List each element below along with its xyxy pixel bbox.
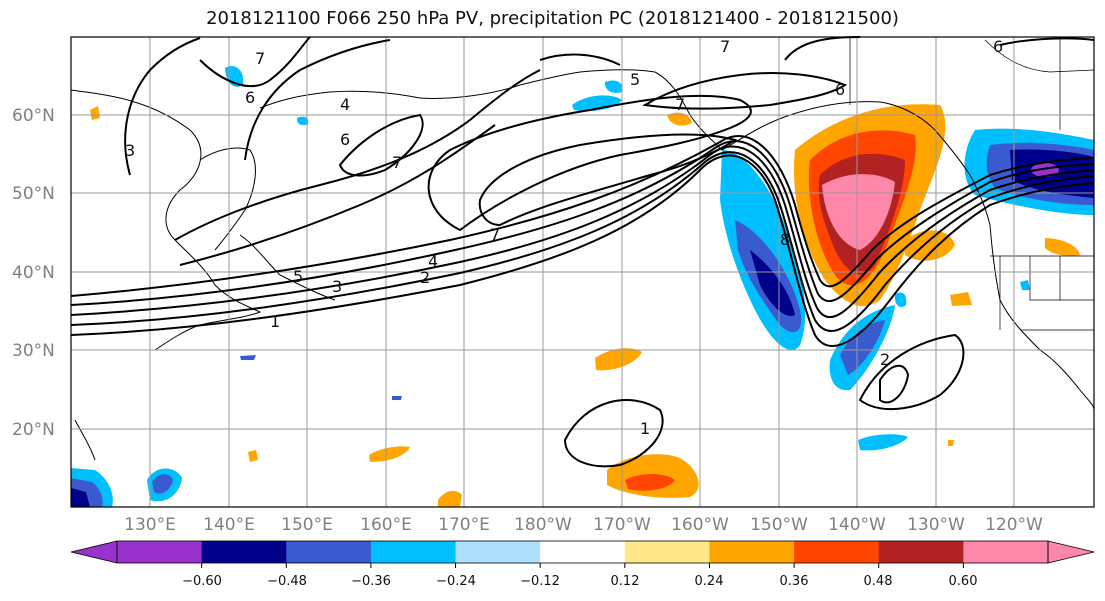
colorbar-arrow-low xyxy=(70,540,118,564)
colorbar-segment xyxy=(624,541,710,563)
lon-label: 160°W xyxy=(671,515,729,535)
colorbar-tick-label: 0.60 xyxy=(949,574,978,589)
contour-label: 3 xyxy=(125,141,135,160)
contour-label: 6 xyxy=(245,88,255,107)
colorbar-tick-label: −0.48 xyxy=(267,574,307,589)
colorbar-segment xyxy=(878,541,964,563)
colorbar-frame xyxy=(116,540,1049,564)
lon-label: 180°W xyxy=(514,515,572,535)
contour-label: 1 xyxy=(270,312,280,331)
lon-label: 130°E xyxy=(124,515,176,535)
colorbar-tick-label: −0.24 xyxy=(436,574,476,589)
colorbar-arrow-high xyxy=(1047,540,1095,564)
colorbar-tick-label: 0.48 xyxy=(864,574,893,589)
colorbar-ticks: −0.60 −0.48 −0.36 −0.24 −0.12 0.12 0.24 … xyxy=(182,574,977,589)
contour-labels: 1 1 2 2 3 3 4 4 5 5 6 6 6 6 7 7 7 7 7 8 xyxy=(125,37,1003,438)
lat-label: 60°N xyxy=(12,106,55,126)
contour-label: 7 xyxy=(675,95,685,114)
colorbar-segment xyxy=(709,541,795,563)
colorbar xyxy=(70,540,1095,568)
contour-label: 8 xyxy=(780,230,790,249)
colorbar-tick-label: −0.36 xyxy=(351,574,391,589)
contour-label: 6 xyxy=(993,37,1003,56)
colorbar-tick-label: 0.12 xyxy=(611,574,640,589)
contour-label: 6 xyxy=(835,80,845,99)
contour-label: 4 xyxy=(428,252,438,271)
contour-label: 7 xyxy=(255,49,265,68)
latitude-labels: 60°N 50°N 40°N 30°N 20°N xyxy=(12,106,55,440)
longitude-labels: 130°E 140°E 150°E 160°E 170°E 180°W 170°… xyxy=(124,515,1043,535)
lon-label: 140°E xyxy=(203,515,255,535)
lat-label: 30°N xyxy=(12,341,55,361)
colorbar-segment xyxy=(455,541,541,563)
lon-label: 150°E xyxy=(281,515,333,535)
colorbar-segment xyxy=(370,541,457,563)
contour-label: 5 xyxy=(293,267,303,286)
lon-label: 170°E xyxy=(438,515,490,535)
lon-label: 160°E xyxy=(360,515,412,535)
colorbar-segment xyxy=(286,541,372,563)
lon-label: 120°W xyxy=(985,515,1043,535)
colorbar-tick-label: −0.60 xyxy=(182,574,222,589)
contour-label: 6 xyxy=(340,130,350,149)
lat-label: 40°N xyxy=(12,263,55,283)
contour-label: 7 xyxy=(490,225,500,244)
lon-label: 140°W xyxy=(828,515,886,535)
contour-label: 2 xyxy=(420,268,430,287)
contour-label: 1 xyxy=(640,419,650,438)
lon-label: 150°W xyxy=(750,515,808,535)
colorbar-segment xyxy=(963,541,1049,563)
contour-label: 7 xyxy=(392,153,402,172)
colorbar-segment xyxy=(117,541,203,563)
contour-label: 2 xyxy=(880,350,890,369)
colorbar-segment xyxy=(201,541,287,563)
lon-label: 170°W xyxy=(593,515,651,535)
colorbar-tick-label: −0.12 xyxy=(520,574,560,589)
lat-label: 20°N xyxy=(12,420,55,440)
colorbar-segment xyxy=(794,541,880,563)
contour-label: 7 xyxy=(720,37,730,56)
colorbar-tick-label: 0.24 xyxy=(695,574,724,589)
map-frame xyxy=(70,36,1095,508)
contour-label: 4 xyxy=(340,95,350,114)
contour-label: 5 xyxy=(630,70,640,89)
colorbar-segment xyxy=(540,541,626,563)
lat-lon-grid xyxy=(71,37,1094,507)
colorbar-tick-label: 0.36 xyxy=(780,574,809,589)
pv-contours xyxy=(70,36,1095,468)
contour-label: 3 xyxy=(332,277,342,296)
lat-label: 50°N xyxy=(12,184,55,204)
lon-label: 130°W xyxy=(907,515,965,535)
plot-title: 2018121100 F066 250 hPa PV, precipitatio… xyxy=(206,8,899,29)
